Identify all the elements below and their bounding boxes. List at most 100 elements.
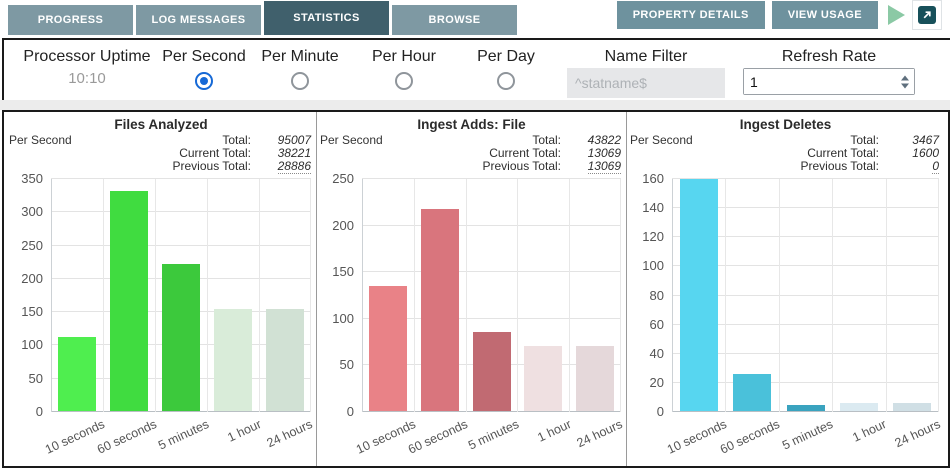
y-axis-tick-label: 80 (649, 287, 664, 303)
open-in-new-window-button[interactable] (912, 0, 942, 30)
y-axis-tick-label: 150 (21, 304, 43, 320)
radio-per-day[interactable]: Per Day (458, 46, 554, 90)
x-axis-label: 1 hour (535, 417, 574, 445)
gridline (672, 236, 939, 238)
y-axis-tick-label: 0 (656, 404, 664, 419)
tab-log-messages[interactable]: LOG MESSAGES (136, 5, 261, 35)
radio-per-second-control[interactable] (195, 72, 213, 90)
y-axis-tick-label: 300 (21, 204, 43, 220)
chart-plot-area: 0 50 100 150 200 250 (332, 171, 621, 419)
chart-x-axis: 10 seconds 60 seconds 5 minutes 1 hour 24 ho… (665, 412, 943, 460)
current-total-label: Current Total: (179, 145, 251, 160)
panel-divider (0, 100, 950, 110)
bar-1-hour (214, 309, 252, 411)
y-axis-tick-label: 150 (332, 264, 354, 280)
y-axis-tick-label: 250 (21, 237, 43, 253)
y-axis-tick-label: 100 (332, 310, 354, 326)
bar-5-minutes (472, 331, 511, 411)
x-axis-label: 5 minutes (155, 417, 211, 453)
y-axis-tick-label: 60 (649, 316, 664, 332)
name-filter: Name Filter (566, 46, 726, 98)
refresh-rate-label: Refresh Rate (781, 48, 877, 65)
name-filter-input[interactable] (567, 68, 725, 98)
chart-plot-area: 0 50 100 150 200 250 300 350 (21, 171, 311, 419)
radio-per-hour[interactable]: Per Hour (356, 46, 452, 90)
toolbar: PROPERTY DETAILS VIEW USAGE (616, 0, 950, 30)
y-axis-tick-label: 50 (28, 370, 43, 386)
gridline-vertical (620, 179, 621, 412)
y-axis-tick-label: 0 (35, 404, 43, 419)
chart-ingest-deletes: Ingest Deletes Per Second Total: 3467 Cu… (626, 112, 944, 466)
current-total-label: Current Total: (489, 145, 561, 160)
previous-total-label: Previous Total: (172, 158, 252, 173)
radio-per-hour-control[interactable] (395, 72, 413, 90)
chart-x-axis: 10 seconds 60 seconds 5 minutes 1 hour 24 ho… (354, 412, 625, 460)
x-axis-label: 60 seconds (718, 417, 783, 457)
bar-60-seconds (110, 190, 148, 411)
total-value: 95007 (277, 133, 311, 147)
bar-60-seconds (420, 208, 459, 411)
x-axis-label: 24 hours (892, 417, 943, 451)
radio-per-day-control[interactable] (497, 72, 515, 90)
name-filter-label: Name Filter (604, 48, 688, 65)
x-axis-label: 24 hours (264, 417, 315, 451)
y-axis-tick-label: 100 (21, 337, 43, 353)
gridline (51, 411, 311, 412)
chart-title: Files Analyzed (114, 117, 208, 132)
bar-1-hour (524, 345, 563, 411)
gridline-vertical (413, 179, 415, 412)
gridline-vertical (465, 179, 467, 412)
tab-browse[interactable]: BROWSE (392, 5, 517, 35)
total-label: Total: (222, 133, 251, 147)
bar-1-hour (839, 403, 878, 411)
x-axis-label: 5 minutes (780, 417, 836, 453)
stepper-up-icon[interactable] (901, 75, 909, 80)
chart-x-axis: 10 seconds 60 seconds 5 minutes 1 hour 24 ho… (43, 412, 315, 460)
chart-totals: Total: 43822 Current Total: 13069 Previo… (483, 133, 621, 174)
view-usage-button[interactable]: VIEW USAGE (771, 1, 878, 29)
current-total-label: Current Total: (807, 145, 879, 160)
radio-per-minute[interactable]: Per Minute (252, 46, 348, 90)
tab-bar: PROGRESS LOG MESSAGES STATISTICS BROWSE … (0, 0, 950, 38)
refresh-rate-stepper[interactable] (901, 75, 909, 88)
radio-per-minute-control[interactable] (291, 72, 309, 90)
charts-panel: Files Analyzed Per Second Total: 95007 C… (2, 110, 950, 468)
x-axis-label: 5 minutes (466, 417, 522, 453)
previous-total-label: Previous Total: (800, 158, 880, 173)
chart-unit-label: Per Second (630, 133, 693, 147)
gridline-vertical (725, 179, 727, 412)
total-label: Total: (532, 133, 561, 147)
gridline (672, 411, 939, 412)
previous-total-value: 13069 (587, 158, 621, 174)
gridline-vertical (672, 179, 673, 412)
chart-plot-area: 0 20 40 60 80 100 120 140 160 (642, 171, 939, 419)
tab-statistics[interactable]: STATISTICS (264, 1, 389, 35)
gridline (672, 323, 939, 325)
total-value: 3467 (912, 133, 939, 147)
gridline (672, 294, 939, 296)
previous-total-value: 0 (932, 158, 939, 174)
gridline (51, 211, 311, 213)
gridline (362, 411, 621, 412)
chart-files-analyzed: Files Analyzed Per Second Total: 95007 C… (6, 112, 316, 466)
gridline-vertical (778, 179, 780, 412)
play-icon[interactable] (888, 5, 905, 25)
processor-uptime-value: 10:10 (68, 70, 106, 87)
current-total-value: 1600 (912, 145, 939, 160)
radio-per-second[interactable]: Per Second (156, 46, 252, 90)
bar-10-seconds (679, 179, 718, 411)
bar-5-minutes (786, 404, 825, 411)
stepper-down-icon[interactable] (901, 83, 909, 88)
y-axis-tick-label: 50 (339, 357, 354, 373)
x-axis-label: 60 seconds (405, 417, 470, 457)
radio-per-second-label: Per Second (162, 48, 246, 65)
bar-24-hours (576, 345, 615, 411)
refresh-rate-input[interactable] (744, 69, 914, 94)
current-total-value: 13069 (587, 145, 621, 160)
chart-ingest-adds-file: Ingest Adds: File Per Second Total: 4382… (316, 112, 626, 466)
chart-unit-label: Per Second (320, 133, 383, 147)
property-details-button[interactable]: PROPERTY DETAILS (616, 1, 765, 29)
y-axis-tick-label: 100 (642, 258, 664, 274)
tab-progress[interactable]: PROGRESS (8, 5, 133, 35)
